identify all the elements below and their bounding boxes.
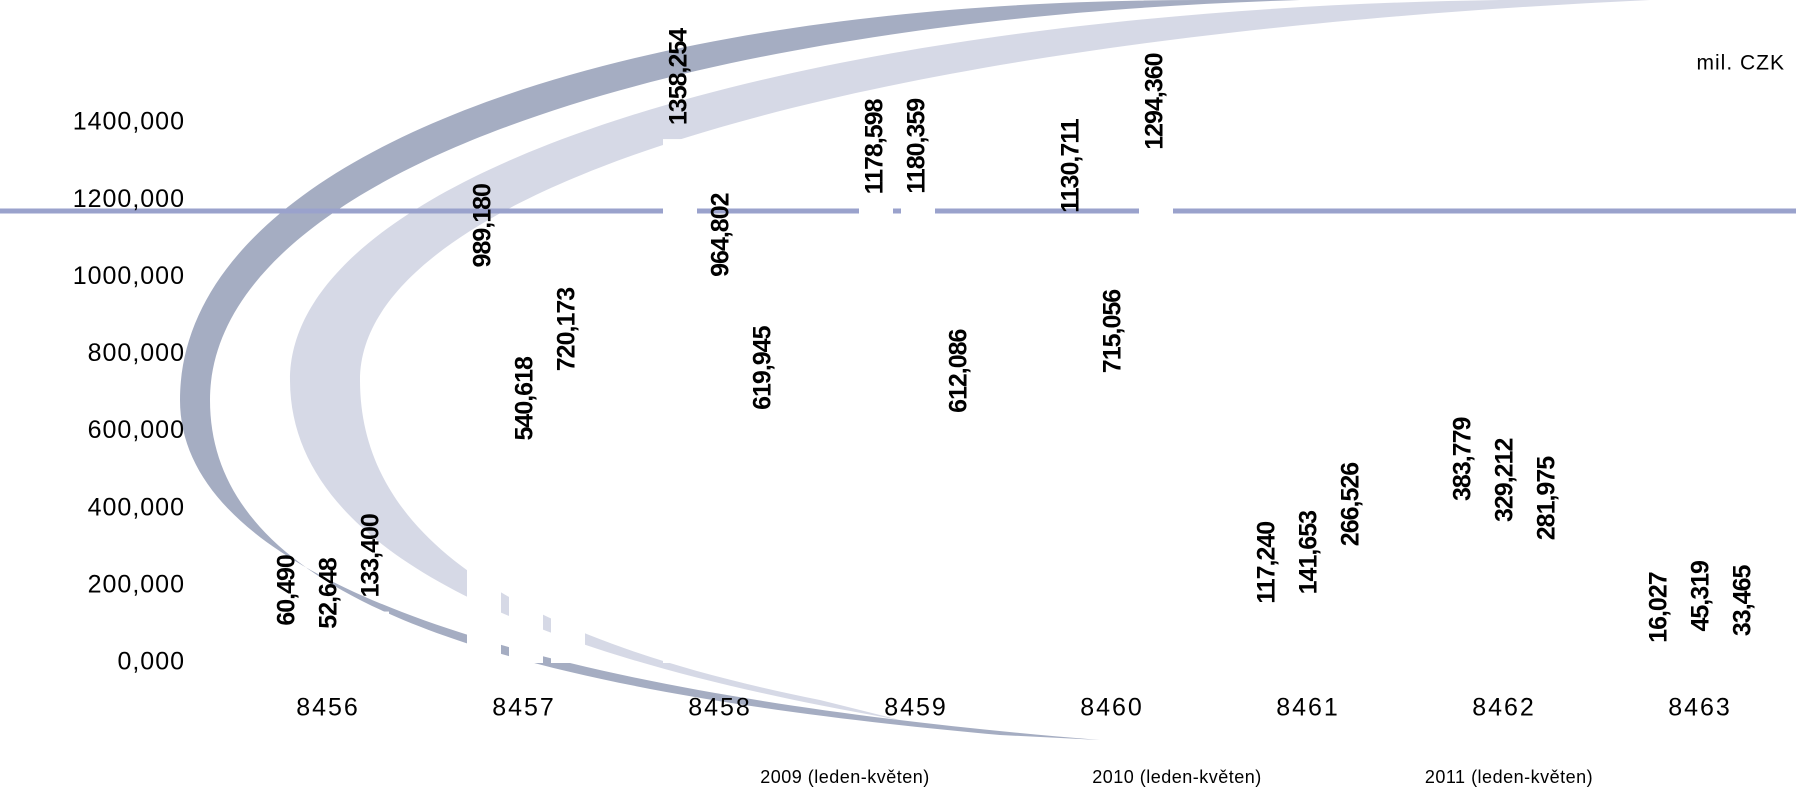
bar [1531, 554, 1565, 663]
value-label: 16,027 [1645, 572, 1673, 643]
bar [551, 385, 585, 663]
value-label: 329,212 [1491, 439, 1519, 522]
y-tick-label: 1200,000 [73, 185, 185, 213]
bar [1335, 560, 1369, 663]
value-label: 1178,598 [861, 98, 889, 194]
bar [1489, 536, 1523, 663]
x-tick-label: 8459 [884, 694, 948, 722]
bar [355, 611, 389, 663]
bar [859, 208, 893, 663]
value-label: 281,975 [1533, 456, 1561, 540]
x-tick-label: 8463 [1668, 694, 1732, 722]
legend-label: 2010 (leden-květen) [1092, 767, 1262, 787]
bar [747, 423, 781, 663]
x-tick-label: 8457 [492, 694, 556, 722]
value-label: 619,945 [749, 325, 777, 409]
bar [1685, 645, 1719, 663]
value-label: 133,400 [357, 514, 385, 597]
y-tick-label: 200,000 [88, 570, 185, 598]
value-label: 612,086 [945, 329, 973, 412]
bar [1447, 514, 1481, 663]
bar [313, 642, 347, 663]
value-label: 1358,254 [665, 28, 693, 125]
value-label: 383,779 [1449, 418, 1477, 501]
bar [509, 454, 543, 663]
legend-label: 2011 (leden-květen) [1425, 767, 1593, 787]
legend-label: 2009 (leden-květen) [760, 767, 930, 787]
y-tick-label: 0,000 [117, 648, 185, 676]
value-label: 1180,359 [903, 99, 931, 194]
y-tick-label: 1000,000 [73, 262, 185, 290]
bar [1643, 656, 1677, 663]
value-label: 60,490 [273, 555, 301, 626]
value-label: 1130,711 [1057, 118, 1085, 213]
bar [1055, 226, 1089, 663]
decoration [0, 0, 1796, 740]
x-tick-label: 8462 [1472, 694, 1536, 722]
bar [705, 290, 739, 663]
y-tick-label: 400,000 [88, 493, 185, 521]
x-tick-label: 8460 [1080, 694, 1144, 722]
value-label: 117,240 [1253, 522, 1281, 604]
bar [1139, 163, 1173, 663]
bar [467, 281, 501, 663]
bar [1293, 608, 1327, 663]
bar [1097, 387, 1131, 663]
bar [1727, 650, 1761, 663]
bar [943, 426, 977, 663]
value-label: 45,319 [1687, 561, 1715, 632]
value-label: 1294,360 [1141, 53, 1169, 149]
value-label: 720,173 [553, 288, 581, 371]
value-label: 52,648 [315, 557, 343, 629]
value-label: 266,526 [1337, 463, 1365, 546]
value-label: 989,180 [469, 184, 497, 267]
x-tick-label: 8461 [1276, 694, 1340, 722]
y-tick-label: 1400,000 [73, 108, 185, 136]
bar [663, 139, 697, 663]
value-label: 141,653 [1295, 511, 1323, 594]
y-tick-label: 600,000 [88, 416, 185, 444]
value-label: 540,618 [511, 356, 539, 440]
y-tick-label: 800,000 [88, 339, 185, 367]
bar [901, 207, 935, 663]
value-label: 964,802 [707, 193, 735, 276]
x-tick-label: 8458 [688, 694, 752, 722]
x-tick-label: 8456 [296, 694, 360, 722]
bar [271, 639, 305, 663]
value-label: 715,056 [1099, 290, 1127, 373]
value-label: 33,465 [1729, 565, 1757, 637]
unit-label: mil. CZK [1697, 52, 1786, 75]
bar [1251, 617, 1285, 663]
